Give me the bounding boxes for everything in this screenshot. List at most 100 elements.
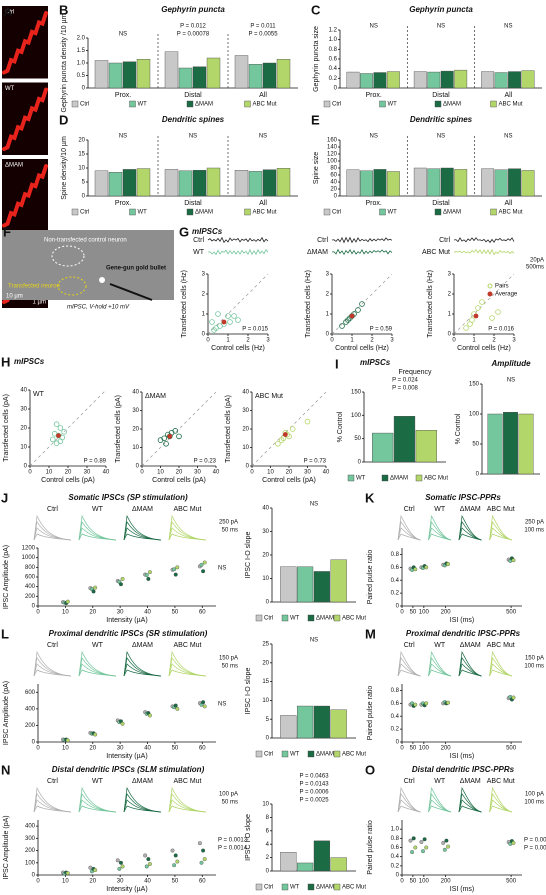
x-tick-label: 0 <box>250 470 254 476</box>
panel-letter: J <box>1 490 8 505</box>
x-tick-label: Prox. <box>365 92 381 99</box>
x-tick-label: 10 <box>157 470 164 476</box>
bar <box>95 61 108 89</box>
trace-label: ABC Mut <box>487 642 515 649</box>
x-tick-label: 40 <box>144 746 151 752</box>
y-tick-label: 0.6 <box>391 845 400 851</box>
trace-label: Ctrl <box>317 237 328 244</box>
trace <box>124 652 161 676</box>
legend-swatch <box>380 209 386 215</box>
image-label: Transfected neuron <box>8 284 60 290</box>
trace-label: ΔMAM <box>132 506 153 513</box>
y-tick-label: 200 <box>25 723 36 729</box>
y-tick-label: 0.6 <box>391 701 400 707</box>
legend-label: WT <box>356 476 366 482</box>
data-point <box>412 837 416 841</box>
annotation: P = 0.0018 <box>524 838 546 844</box>
data-point <box>116 859 120 863</box>
x-tick-label: 20 <box>65 470 72 476</box>
scale-label: 50 ms <box>222 528 238 534</box>
data-point <box>443 848 447 852</box>
y-tick-label: 0.8 <box>391 688 400 694</box>
x-tick-label: All <box>259 200 267 207</box>
legend-label: ΔMAM <box>316 885 334 891</box>
y-tick-label: 1 <box>326 312 330 318</box>
y-tick-label: 0 <box>396 873 400 879</box>
panel-letter: K <box>365 490 375 505</box>
pair-point <box>58 426 63 431</box>
image-caption: mIPSC, V-hold +10 mV <box>67 305 130 311</box>
data-point <box>420 840 424 844</box>
data-point <box>421 849 425 853</box>
image-label: 10 µm <box>6 294 23 300</box>
y-tick-label: 1 <box>448 312 452 318</box>
data-point <box>66 739 70 743</box>
trace <box>169 788 206 812</box>
y-tick-label: 2 <box>326 292 330 298</box>
y-tick-label: 1.5 <box>77 48 86 54</box>
data-point <box>446 562 450 566</box>
data-point <box>441 841 445 845</box>
x-tick-label: 30 <box>194 470 201 476</box>
y-tick-label: 10 <box>20 445 27 451</box>
y-tick-label: 200 <box>25 848 36 854</box>
data-point <box>145 573 149 577</box>
legend-label: ABC Mut <box>253 102 277 108</box>
trace <box>79 652 116 676</box>
bar <box>165 169 178 196</box>
y-tick-label: 20 <box>242 427 249 433</box>
annotation: P = 0.0006 <box>299 790 329 796</box>
y-axis-label: % Control <box>337 411 344 442</box>
chart-title: Proximal dendritic IPSC-PPRs <box>406 629 521 638</box>
trace <box>79 788 116 812</box>
trace-label: Ctrl <box>47 778 58 785</box>
trace-label: ABC Mut <box>173 778 201 785</box>
x-tick-label: 50 <box>410 879 417 885</box>
bar <box>249 171 262 196</box>
trace <box>79 516 116 540</box>
legend-swatch <box>187 209 193 215</box>
bar <box>360 74 372 89</box>
x-tick-label: 1 <box>472 338 476 344</box>
annotation: P = 0.0013 <box>218 838 248 844</box>
bar <box>428 169 440 196</box>
x-tick-label: 10 <box>62 746 69 752</box>
pair-point <box>232 314 237 319</box>
data-point <box>200 861 204 865</box>
y-tick-label: 0 <box>32 604 36 610</box>
y-tick-label: 0 <box>32 873 36 879</box>
legend-label: Ctrl <box>264 752 273 758</box>
scale-label: 500ms <box>526 265 544 271</box>
y-tick-label: 1.0 <box>329 37 338 43</box>
panel-letter: H <box>1 354 10 369</box>
y-axis-label: Transfected cells (Hz) <box>305 270 312 338</box>
trace-label: ΔMAM <box>132 642 153 649</box>
bar <box>314 841 330 871</box>
data-point <box>445 839 449 843</box>
legend-swatch <box>245 209 251 215</box>
bar <box>331 710 347 738</box>
data-point <box>512 841 516 845</box>
bar <box>165 52 178 88</box>
p-value: P = 0.89 <box>84 459 107 465</box>
data-point <box>174 704 178 708</box>
trace-label: Ctrl <box>47 642 58 649</box>
bar <box>314 571 330 602</box>
chart-title: Gephyrin puncta <box>409 5 473 14</box>
data-point <box>148 570 152 574</box>
chart-title: ΔMAM <box>145 393 166 400</box>
x-tick-label: 50 <box>172 879 179 885</box>
x-tick-label: Prox. <box>115 200 131 207</box>
y-tick-label: 0 <box>266 736 270 742</box>
bar <box>280 715 296 738</box>
scale-label: 100 ms <box>524 528 544 534</box>
y-tick-label: 40 <box>132 390 139 396</box>
y-tick-label: 2 <box>266 855 270 861</box>
legend-swatch <box>130 101 136 107</box>
legend-label: WT <box>138 210 148 216</box>
data-point <box>174 573 178 577</box>
data-point <box>93 586 97 590</box>
pair-point <box>290 427 295 432</box>
scale-label: 100 ms <box>524 664 544 670</box>
x-tick-label: 0 <box>140 470 144 476</box>
